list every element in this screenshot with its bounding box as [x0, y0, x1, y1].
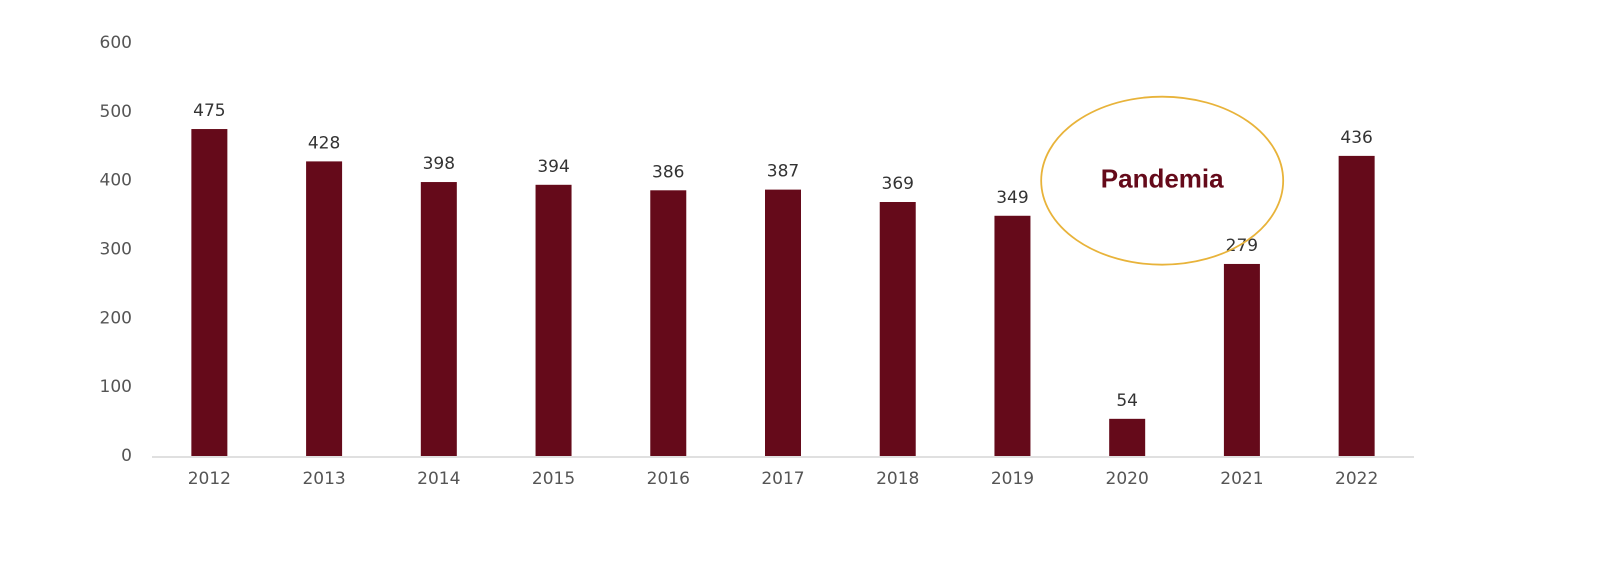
bar-2017 [765, 189, 801, 457]
y-tick-label: 500 [100, 102, 132, 122]
x-tick-label: 2017 [761, 469, 804, 489]
x-tick-label: 2020 [1106, 469, 1149, 489]
bar-2022 [1338, 155, 1375, 457]
bar-2013 [306, 161, 343, 457]
bar-2021 [1223, 263, 1260, 456]
bar-2014 [420, 182, 457, 456]
bar-2018 [879, 202, 916, 456]
data-label-2018: 369 [882, 174, 914, 194]
data-label-2016: 386 [652, 162, 684, 182]
data-label-2019: 349 [996, 188, 1028, 208]
x-tick-label: 2021 [1220, 469, 1263, 489]
y-tick-label: 200 [100, 308, 132, 328]
x-tick-label: 2015 [532, 469, 575, 489]
x-tick-label: 2014 [417, 469, 460, 489]
data-label-2012: 475 [193, 101, 225, 121]
data-label-2013: 428 [308, 133, 340, 153]
x-tick-label: 2018 [876, 469, 919, 489]
y-tick-label: 100 [100, 377, 132, 397]
pandemic-highlight-ellipse [1040, 95, 1285, 266]
y-tick-label: 300 [100, 240, 132, 260]
data-label-2015: 394 [537, 157, 569, 177]
bar-2016 [650, 190, 687, 456]
data-label-2022: 436 [1340, 128, 1372, 148]
data-labels: 475 428 398 394 386 387 369 349 54 279 436 [193, 101, 1373, 411]
data-label-2020: 54 [1116, 391, 1138, 411]
x-tick-label: 2016 [647, 469, 690, 489]
pandemic-annotation: Pandemia [1101, 164, 1224, 194]
y-tick-label: 600 [100, 33, 132, 53]
bars [191, 129, 1375, 457]
y-axis-ticks: 0 100 200 300 400 500 600 [100, 33, 132, 466]
x-tick-label: 2019 [991, 469, 1034, 489]
x-tick-label: 2022 [1335, 469, 1378, 489]
data-label-2017: 387 [767, 162, 799, 182]
bar-2020 [1109, 418, 1146, 456]
x-tick-label: 2013 [302, 469, 345, 489]
bar-2015 [535, 184, 572, 456]
x-tick-label: 2012 [188, 469, 231, 489]
x-axis-ticks: 2012 2013 2014 2015 2016 2017 2018 2019 2020 2021… [188, 469, 1379, 489]
bar-2019 [994, 215, 1031, 456]
data-label-2021: 279 [1226, 236, 1258, 256]
data-label-2014: 398 [423, 154, 455, 174]
bar-2012 [191, 129, 228, 456]
y-tick-label: 0 [121, 446, 132, 466]
y-tick-label: 400 [100, 171, 132, 191]
